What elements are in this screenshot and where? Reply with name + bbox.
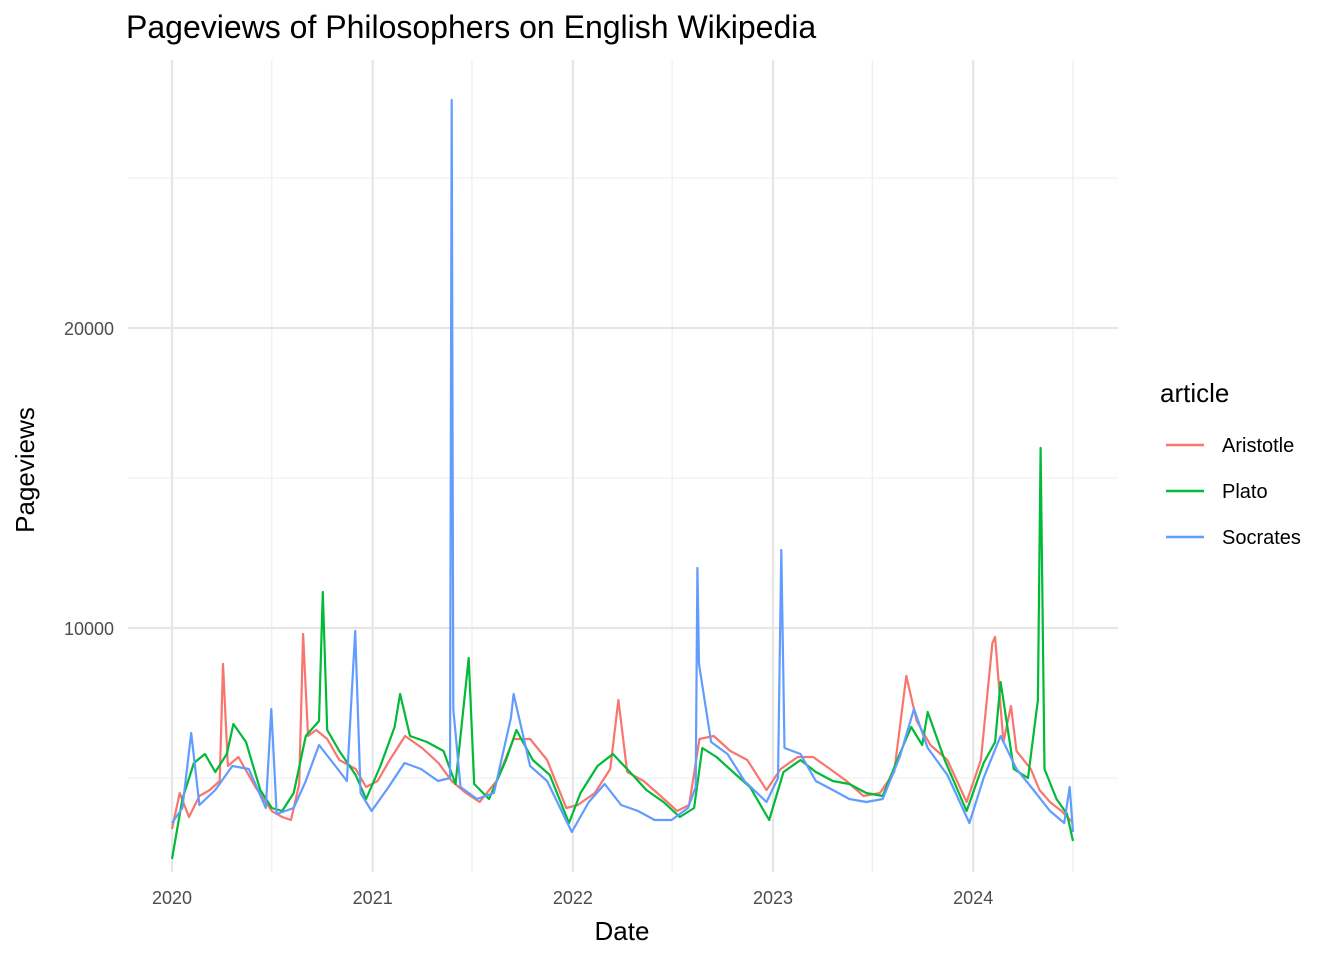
x-tick-label: 2024 xyxy=(953,888,993,908)
legend-label-socrates: Socrates xyxy=(1222,527,1301,549)
legend-label-plato: Plato xyxy=(1222,481,1268,503)
legend-label-aristotle: Aristotle xyxy=(1222,435,1294,457)
gridlines xyxy=(128,60,1118,872)
chart-title: Pageviews of Philosophers on English Wik… xyxy=(126,9,816,45)
legend: article Aristotle Plato Socrates xyxy=(1160,378,1301,549)
x-axis-title: Date xyxy=(595,916,650,946)
y-tick-label: 20000 xyxy=(64,319,114,339)
series-line-aristotle xyxy=(170,632,1074,830)
y-tick-label: 10000 xyxy=(64,619,114,639)
x-tick-label: 2022 xyxy=(553,888,593,908)
tick-labels: 10000 20000 2020 2021 2022 2023 2024 xyxy=(64,319,993,908)
series-line-plato xyxy=(170,446,1075,860)
y-axis-title: Pageviews xyxy=(10,407,40,533)
x-tick-label: 2023 xyxy=(753,888,793,908)
x-tick-label: 2020 xyxy=(152,888,192,908)
x-tick-label: 2021 xyxy=(353,888,393,908)
series-line-socrates xyxy=(171,98,1075,834)
legend-title: article xyxy=(1160,378,1229,408)
series-lines xyxy=(170,98,1075,860)
